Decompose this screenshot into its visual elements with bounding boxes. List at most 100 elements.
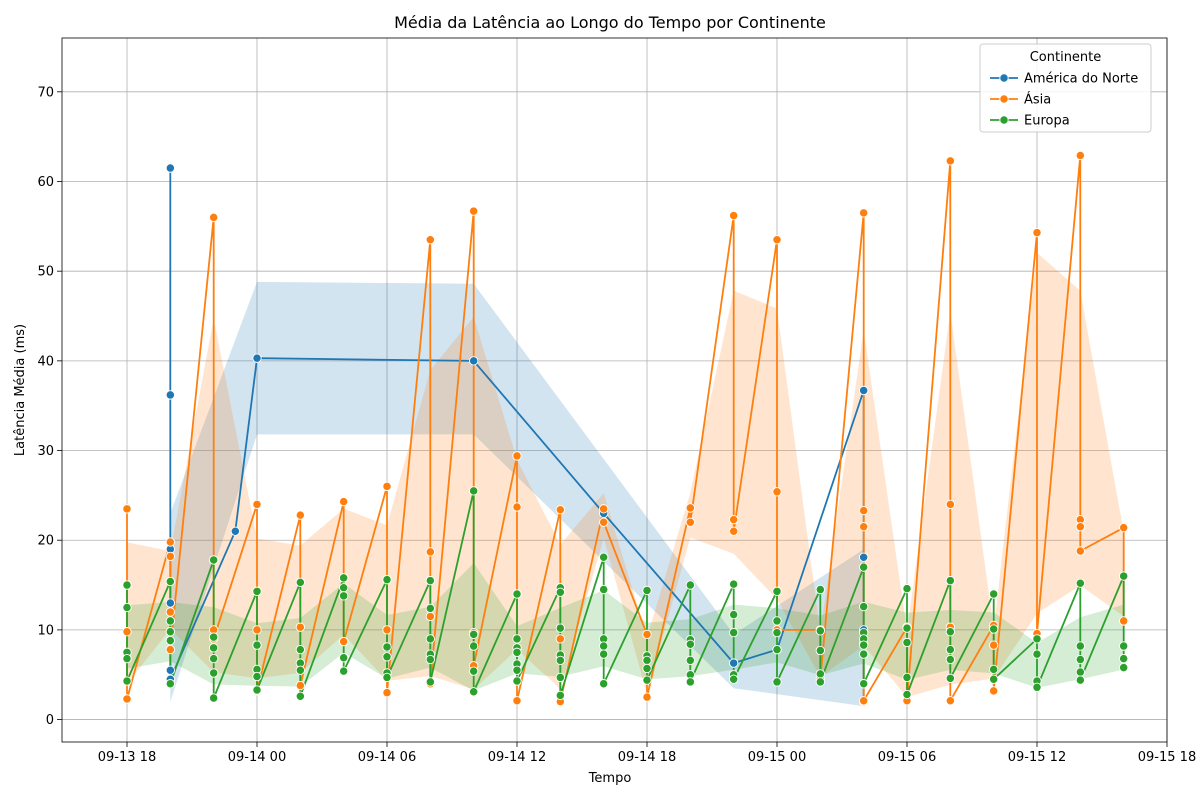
point-sia bbox=[859, 522, 869, 532]
point-sia bbox=[599, 517, 609, 527]
point-europa bbox=[685, 580, 695, 590]
point-europa bbox=[425, 654, 435, 665]
point-europa bbox=[642, 663, 652, 674]
point-europa bbox=[902, 583, 912, 594]
point-sia bbox=[772, 487, 782, 497]
point-sia bbox=[685, 517, 695, 527]
point-europa bbox=[555, 672, 565, 683]
y-tick-label: 50 bbox=[37, 265, 54, 280]
point-sia bbox=[642, 629, 652, 640]
point-europa bbox=[945, 654, 955, 665]
point-europa bbox=[252, 685, 262, 695]
point-europa bbox=[599, 649, 609, 659]
point-europa bbox=[512, 589, 522, 599]
point-sia bbox=[642, 692, 652, 702]
point-europa bbox=[729, 610, 739, 620]
x-tick-label: 09-15 00 bbox=[748, 750, 806, 765]
point-europa bbox=[122, 676, 132, 686]
point-europa bbox=[512, 676, 522, 686]
point-europa bbox=[469, 486, 479, 496]
point-europa bbox=[772, 677, 782, 687]
point-europa bbox=[989, 664, 999, 675]
point-europa bbox=[989, 674, 999, 684]
point-sia bbox=[685, 503, 695, 513]
point-europa bbox=[555, 690, 565, 701]
legend-marker bbox=[999, 115, 1009, 125]
point-europa bbox=[685, 677, 695, 687]
y-tick-label: 40 bbox=[37, 354, 54, 369]
point-am-rica-do-norte bbox=[859, 385, 869, 396]
point-sia bbox=[209, 212, 219, 223]
point-europa bbox=[902, 623, 912, 633]
band-sia bbox=[127, 252, 1124, 698]
point-sia bbox=[122, 504, 132, 514]
point-europa bbox=[599, 641, 609, 651]
point-europa bbox=[599, 584, 609, 595]
point-sia bbox=[382, 688, 392, 698]
point-sia bbox=[945, 156, 955, 166]
point-sia bbox=[339, 497, 349, 507]
point-europa bbox=[642, 675, 652, 685]
point-europa bbox=[339, 583, 349, 593]
point-sia bbox=[512, 451, 522, 461]
x-tick-label: 09-14 00 bbox=[228, 750, 286, 765]
point-europa bbox=[122, 602, 132, 613]
point-sia bbox=[945, 499, 955, 509]
point-sia bbox=[252, 625, 262, 635]
point-europa bbox=[295, 665, 305, 675]
point-europa bbox=[642, 655, 652, 666]
point-europa bbox=[122, 580, 132, 590]
point-am-rica-do-norte bbox=[729, 658, 739, 668]
point-europa bbox=[815, 584, 825, 595]
point-europa bbox=[815, 677, 825, 687]
point-europa bbox=[555, 587, 565, 597]
y-tick-label: 70 bbox=[37, 85, 54, 100]
y-axis-title: Latência Média (ms) bbox=[13, 324, 28, 456]
point-europa bbox=[209, 668, 219, 678]
point-europa bbox=[1075, 641, 1085, 651]
point-europa bbox=[859, 562, 869, 572]
point-europa bbox=[165, 627, 175, 637]
point-europa bbox=[772, 586, 782, 596]
point-europa bbox=[209, 555, 219, 565]
point-europa bbox=[252, 640, 262, 650]
point-europa bbox=[339, 666, 349, 676]
point-europa bbox=[859, 649, 869, 659]
point-europa bbox=[772, 644, 782, 655]
x-tick-label: 09-14 06 bbox=[358, 750, 416, 765]
point-sia bbox=[165, 551, 175, 562]
point-sia bbox=[165, 537, 175, 547]
legend: Continente América do Norte Ásia Europa bbox=[979, 43, 1152, 133]
point-sia bbox=[1075, 150, 1085, 161]
point-am-rica-do-norte bbox=[252, 353, 262, 363]
point-europa bbox=[122, 653, 132, 664]
point-europa bbox=[339, 573, 349, 583]
point-europa bbox=[382, 672, 392, 683]
point-europa bbox=[1032, 649, 1042, 659]
point-europa bbox=[902, 689, 912, 700]
point-sia bbox=[512, 696, 522, 706]
point-europa bbox=[469, 641, 479, 651]
point-europa bbox=[989, 589, 999, 599]
legend-label: Ásia bbox=[1024, 92, 1051, 108]
point-sia bbox=[382, 481, 392, 492]
point-europa bbox=[382, 642, 392, 652]
point-sia bbox=[555, 634, 565, 644]
point-sia bbox=[1119, 523, 1129, 533]
point-sia bbox=[859, 696, 869, 706]
legend-marker bbox=[999, 94, 1009, 104]
point-europa bbox=[1119, 571, 1129, 581]
point-sia bbox=[989, 640, 999, 650]
point-sia bbox=[469, 206, 479, 216]
legend-title: Continente bbox=[1030, 50, 1102, 65]
point-europa bbox=[382, 575, 392, 585]
point-europa bbox=[729, 674, 739, 684]
point-europa bbox=[729, 579, 739, 589]
x-tick-label: 09-15 12 bbox=[1008, 750, 1066, 765]
point-europa bbox=[252, 586, 262, 596]
point-sia bbox=[165, 607, 175, 617]
point-europa bbox=[425, 677, 435, 687]
point-sia bbox=[382, 625, 392, 635]
point-sia bbox=[729, 210, 739, 221]
